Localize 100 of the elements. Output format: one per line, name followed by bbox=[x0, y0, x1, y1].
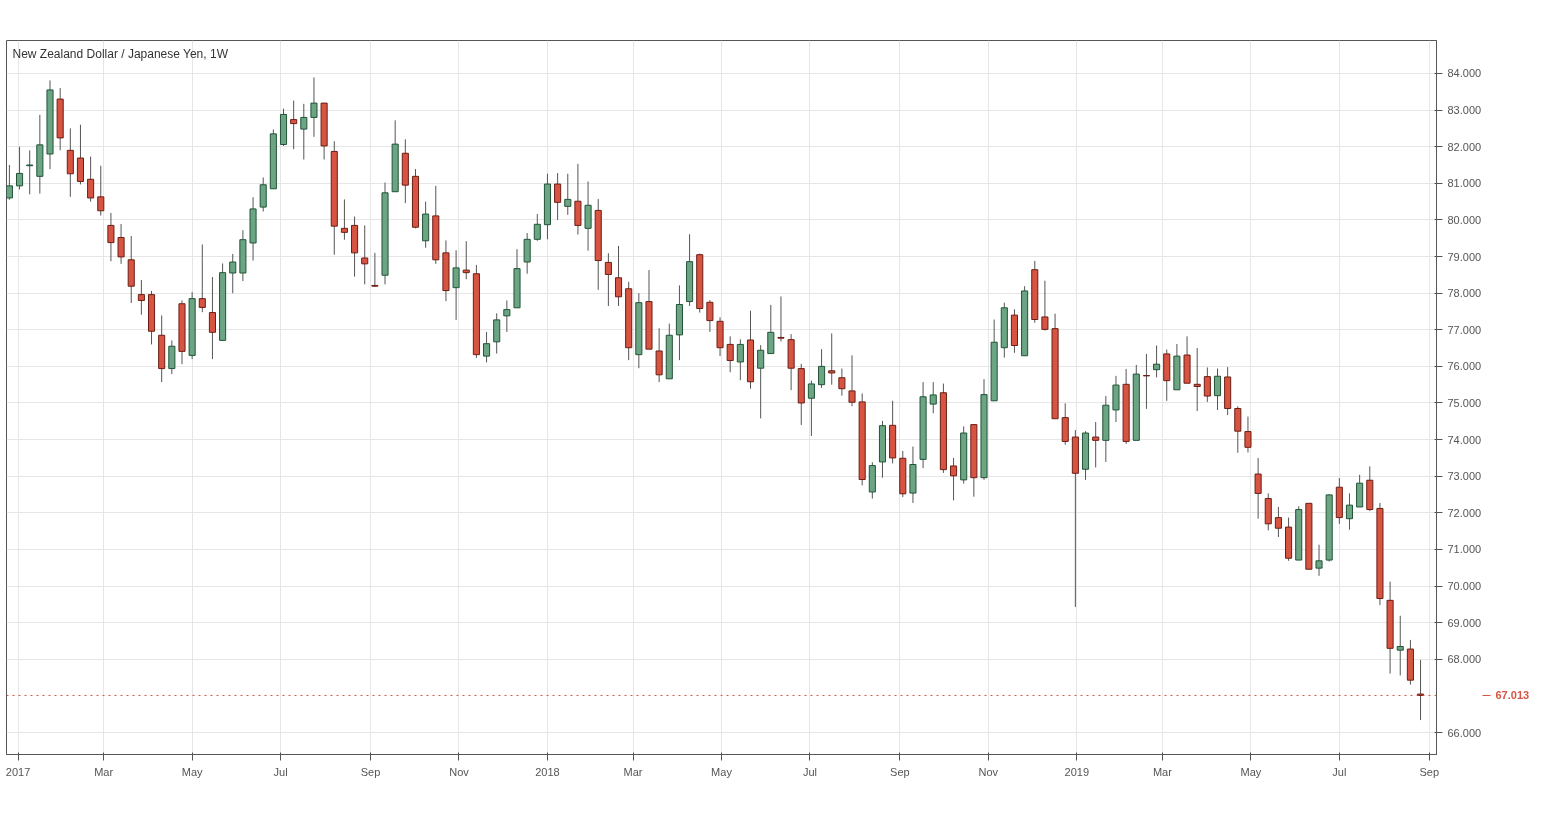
y-tick-label: 77.000 bbox=[1447, 323, 1482, 336]
candlestick bbox=[117, 223, 125, 265]
text: New Zealand Dollar / Japanese Yen, 1W bbox=[12, 46, 229, 61]
candlestick bbox=[300, 103, 308, 160]
candlestick bbox=[706, 299, 714, 333]
x-tick-label: Mar bbox=[1152, 765, 1173, 778]
y-tick-label: 74.000 bbox=[1447, 433, 1482, 446]
candlestick bbox=[371, 252, 379, 288]
candlestick bbox=[1153, 345, 1161, 378]
y-tick-label: 68.000 bbox=[1447, 653, 1482, 666]
candlestick bbox=[26, 149, 34, 195]
candlestick bbox=[462, 240, 470, 280]
candlestick bbox=[107, 212, 115, 262]
candlestick bbox=[503, 299, 511, 333]
candlestick bbox=[1061, 402, 1069, 446]
candlestick bbox=[87, 156, 95, 203]
candlestick bbox=[1356, 474, 1364, 508]
x-tick-label: Sep bbox=[1419, 765, 1440, 778]
candlestick bbox=[1142, 353, 1150, 410]
y-tick-label: 75.000 bbox=[1447, 396, 1482, 409]
y-tick-label: 83.000 bbox=[1447, 104, 1482, 117]
candlestick bbox=[848, 354, 856, 407]
candlestick bbox=[310, 76, 318, 138]
y-tick-label: 78.000 bbox=[1447, 287, 1482, 300]
candlestick bbox=[757, 344, 765, 419]
candlestick bbox=[340, 198, 348, 241]
x-tick-label: 2017 bbox=[5, 765, 31, 778]
x-tick-label: Mar bbox=[94, 765, 114, 778]
y-tick-label: 79.000 bbox=[1447, 250, 1482, 263]
y-tick-label: 71.000 bbox=[1447, 543, 1482, 556]
candlestick bbox=[1234, 405, 1242, 454]
x-tick-label: Jul bbox=[802, 765, 817, 778]
candlestick bbox=[1244, 416, 1252, 453]
y-tick-label: 82.000 bbox=[1447, 140, 1482, 153]
candlestick bbox=[1396, 615, 1404, 676]
candlestick bbox=[259, 176, 267, 212]
candlestick bbox=[493, 312, 501, 355]
x-tick-label: Nov bbox=[449, 765, 470, 778]
x-tick-label: May bbox=[1240, 765, 1262, 778]
candlestick bbox=[16, 146, 24, 191]
x-tick-label: Sep bbox=[890, 765, 910, 778]
y-tick-label: 70.000 bbox=[1447, 580, 1482, 593]
y-tick-label: 80.000 bbox=[1447, 213, 1482, 226]
x-tick-label: Mar bbox=[623, 765, 643, 778]
candlestick bbox=[736, 338, 744, 381]
x-tick-label: 2018 bbox=[535, 765, 560, 778]
candlestick bbox=[1193, 347, 1201, 412]
candlestick bbox=[97, 165, 105, 217]
candlestick bbox=[554, 172, 562, 221]
x-tick-label: 2019 bbox=[1064, 765, 1090, 778]
y-tick-label: 84.000 bbox=[1447, 67, 1482, 80]
x-tick-label: May bbox=[711, 765, 733, 778]
candlestick bbox=[655, 327, 663, 383]
candlestick bbox=[523, 232, 531, 275]
y-tick-label: 76.000 bbox=[1447, 360, 1482, 373]
candlestick bbox=[1345, 492, 1354, 531]
candlestick bbox=[1041, 280, 1049, 331]
candlestick bbox=[1203, 366, 1211, 403]
x-tick-label: Sep bbox=[360, 765, 381, 778]
candlestick bbox=[828, 332, 836, 386]
candlestick bbox=[208, 276, 216, 360]
candlestick bbox=[1315, 544, 1323, 577]
candlestick bbox=[614, 245, 623, 307]
candlestick bbox=[1092, 421, 1100, 468]
candlestick bbox=[604, 252, 612, 307]
candlestick bbox=[137, 279, 145, 316]
candlestick bbox=[66, 127, 74, 198]
candlestick bbox=[929, 381, 937, 414]
y-tick-label: 81.000 bbox=[1447, 177, 1482, 190]
y-tick-label: 69.000 bbox=[1447, 616, 1482, 629]
candlestick bbox=[290, 100, 298, 150]
candlestick bbox=[76, 124, 85, 185]
candlestick bbox=[483, 331, 491, 363]
candlestick bbox=[767, 304, 775, 355]
candlestick bbox=[1254, 457, 1262, 520]
candlestick bbox=[726, 335, 734, 373]
y-tick-label: 73.000 bbox=[1447, 470, 1482, 483]
candlestick bbox=[818, 348, 826, 389]
candlestick bbox=[533, 213, 541, 242]
candlestick bbox=[361, 224, 369, 285]
candlestick bbox=[168, 339, 176, 375]
candlestick bbox=[1274, 506, 1282, 538]
y-tick-label: 72.000 bbox=[1447, 506, 1482, 519]
candlestick bbox=[198, 243, 206, 313]
candlestick bbox=[6, 164, 13, 201]
candlestick bbox=[950, 457, 958, 501]
x-tick-label: May bbox=[181, 765, 204, 778]
candlestick bbox=[838, 368, 846, 397]
candlestick bbox=[229, 253, 237, 294]
x-tick-label: Jul bbox=[1332, 765, 1347, 778]
y-tick-label: 66.000 bbox=[1447, 726, 1482, 739]
x-tick-label: Nov bbox=[978, 765, 999, 778]
candlestick bbox=[1213, 368, 1222, 411]
candlestick bbox=[807, 380, 815, 437]
ref-line-label: 67.013 bbox=[1495, 689, 1530, 702]
candlestick bbox=[564, 173, 572, 216]
candlestick bbox=[584, 180, 592, 252]
candlestick bbox=[777, 295, 785, 342]
candlestick bbox=[452, 249, 460, 321]
x-tick-label: Jul bbox=[273, 765, 288, 778]
